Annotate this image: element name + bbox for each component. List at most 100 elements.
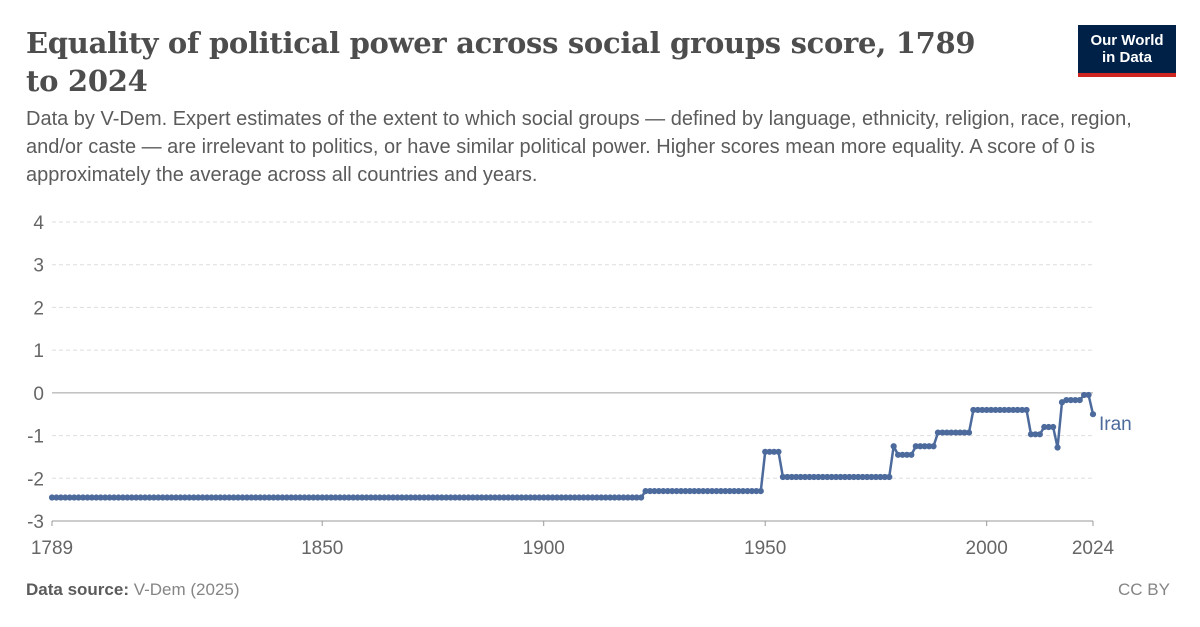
data-point (642, 488, 649, 495)
y-tick-label: -1 (27, 427, 44, 448)
data-point (828, 473, 835, 481)
data-point (336, 494, 344, 501)
x-tick-label: 1789 (31, 538, 73, 559)
data-point (961, 429, 968, 436)
data-point (863, 473, 871, 481)
data-point (549, 494, 556, 501)
y-tick-label: -3 (27, 512, 44, 533)
data-point (385, 494, 392, 501)
data-point (217, 494, 224, 501)
data-point (890, 443, 897, 450)
data-point (611, 494, 618, 501)
data-point (350, 494, 357, 501)
data-point (496, 494, 503, 501)
data-point (319, 494, 326, 501)
data-point (669, 488, 676, 495)
data-point (79, 494, 87, 501)
data-point (407, 494, 414, 501)
data-point (1045, 423, 1052, 431)
data-point (682, 488, 689, 495)
series-label: Iran (1099, 414, 1132, 435)
data-point (846, 473, 853, 481)
license-link[interactable]: CC BY (1118, 580, 1170, 599)
data-point (110, 494, 118, 501)
data-point (199, 494, 206, 501)
data-point (779, 473, 787, 481)
data-point (279, 494, 286, 501)
data-point (1089, 411, 1097, 418)
data-point (576, 494, 583, 501)
data-point (434, 494, 441, 501)
series-line (52, 393, 1095, 499)
data-point (292, 494, 299, 501)
data-point (252, 494, 259, 501)
data-point (562, 494, 569, 501)
data-point (84, 494, 91, 501)
data-point (908, 451, 915, 458)
data-point (177, 494, 184, 501)
data-point (323, 494, 330, 501)
data-point (965, 429, 973, 436)
data-point (425, 494, 432, 501)
chart-subtitle: Data by V-Dem. Expert estimates of the e… (26, 108, 1132, 186)
data-point (655, 488, 662, 495)
data-point (230, 494, 237, 501)
y-tick-label: 0 (33, 384, 44, 405)
logo-line-2: in Data (1101, 49, 1152, 66)
data-point (739, 488, 747, 495)
data-point (695, 488, 702, 495)
data-point (327, 494, 335, 501)
data-point (438, 494, 445, 501)
data-point (766, 448, 773, 455)
data-point (722, 488, 729, 495)
data-point (394, 494, 401, 501)
data-point (784, 473, 791, 481)
data-point (1019, 406, 1026, 414)
data-point (1036, 431, 1043, 438)
data-point (806, 473, 813, 481)
data-point (735, 488, 742, 495)
data-point (381, 494, 388, 501)
data-point (164, 494, 171, 501)
data-point (979, 406, 986, 414)
data-point (646, 488, 654, 495)
data-point (102, 494, 109, 501)
data-point (731, 488, 738, 495)
data-point (607, 494, 614, 501)
data-point (181, 494, 188, 501)
data-point (624, 494, 631, 501)
data-point (505, 494, 512, 501)
owid-logo[interactable]: Our World in Data (1078, 25, 1176, 77)
data-point (536, 494, 543, 501)
data-point (881, 473, 888, 481)
data-point (106, 494, 113, 501)
data-point (988, 406, 995, 414)
data-point (474, 494, 481, 501)
data-point (354, 494, 361, 501)
data-point (137, 494, 144, 501)
data-point (403, 494, 410, 501)
data-point (239, 494, 246, 501)
data-point (150, 494, 157, 501)
data-point (558, 494, 565, 501)
data-point (491, 494, 499, 501)
data-point (1027, 431, 1035, 438)
y-tick-label: 1 (33, 341, 44, 362)
data-point (717, 488, 725, 495)
data-point (651, 488, 658, 495)
data-point (469, 494, 476, 501)
data-point (1001, 406, 1008, 414)
data-point (128, 494, 135, 501)
data-point (296, 494, 304, 501)
data-point (1050, 423, 1057, 431)
data-point (753, 488, 760, 495)
data-point (483, 494, 490, 501)
data-point (1067, 397, 1074, 404)
data-point (992, 406, 999, 414)
data-point (540, 494, 547, 501)
data-point (819, 473, 826, 481)
data-source-link[interactable]: V-Dem (2025) (133, 580, 240, 599)
data-point (926, 443, 933, 450)
x-tick-label: 2024 (1072, 538, 1115, 559)
data-point (894, 451, 902, 458)
